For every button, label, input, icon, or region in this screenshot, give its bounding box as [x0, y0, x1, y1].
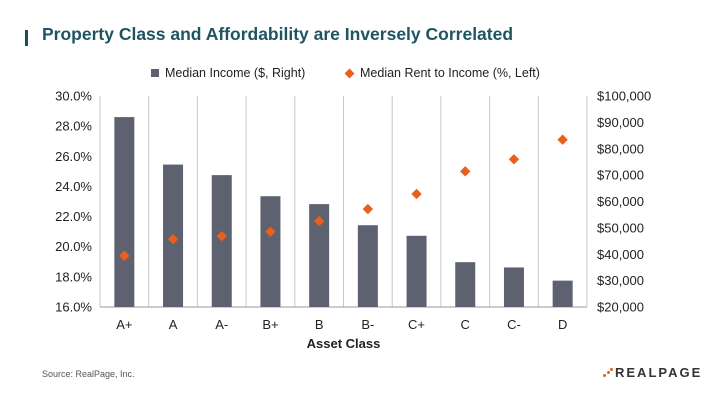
- y-right-tick-label: $40,000: [597, 247, 644, 262]
- legend-item-income: Median Income ($, Right): [151, 66, 305, 80]
- x-tick-label: C+: [408, 317, 425, 332]
- y-left-tick-label: 16.0%: [55, 300, 92, 315]
- y-left-tick-label: 24.0%: [55, 179, 92, 194]
- marker-rent-to-income: [119, 250, 130, 261]
- bar-median-income: [552, 280, 573, 307]
- logo-text: REALPAGE: [615, 365, 703, 380]
- realpage-logo: REALPAGE: [603, 364, 702, 382]
- x-tick-label: A-: [215, 317, 228, 332]
- x-axis-title: Asset Class: [307, 336, 381, 351]
- marker-rent-to-income: [265, 226, 276, 237]
- legend-label-rent-ratio: Median Rent to Income (%, Left): [360, 66, 540, 80]
- y-left-tick-label: 30.0%: [55, 89, 92, 104]
- marker-rent-to-income: [557, 134, 568, 145]
- x-tick-label: A: [169, 317, 178, 332]
- bar-median-income: [260, 196, 281, 307]
- bar-median-income: [357, 225, 378, 307]
- y-right-tick-label: $60,000: [597, 194, 644, 209]
- legend-label-income: Median Income ($, Right): [165, 66, 306, 80]
- marker-rent-to-income: [508, 154, 520, 165]
- y-right-tick-label: $20,000: [597, 300, 644, 315]
- x-tick-label: B-: [361, 317, 374, 332]
- x-tick-label: C: [461, 317, 470, 332]
- y-left-tick-label: 28.0%: [55, 119, 92, 134]
- x-tick-label: A+: [116, 317, 132, 332]
- x-tick-label: C-: [507, 317, 521, 332]
- bar-median-income: [455, 262, 476, 307]
- marker-rent-to-income: [460, 166, 471, 177]
- y-left-tick-label: 18.0%: [55, 269, 92, 284]
- y-right-tick-label: $30,000: [597, 273, 644, 288]
- marker-rent-to-income: [362, 203, 374, 215]
- y-right-tick-label: $80,000: [597, 141, 644, 156]
- y-left-tick-label: 20.0%: [55, 239, 92, 254]
- bar-median-income: [406, 235, 427, 307]
- chart-title: Property Class and Affordability are Inv…: [42, 24, 514, 44]
- y-right-tick-label: $90,000: [597, 115, 644, 130]
- y-right-tick-label: $50,000: [597, 220, 644, 235]
- source-note: Source: RealPage, Inc.: [42, 369, 135, 379]
- title-accent-bar: [25, 30, 28, 46]
- bar-median-income: [503, 267, 524, 307]
- legend-item-rent-ratio: Median Rent to Income (%, Left): [344, 66, 540, 80]
- bar-median-income: [114, 117, 135, 307]
- y-right-tick-label: $100,000: [597, 89, 651, 104]
- marker-rent-to-income: [313, 215, 325, 227]
- bar-swatch-icon: [151, 69, 159, 77]
- logo-dots-icon: [603, 367, 613, 378]
- x-tick-label: D: [558, 317, 567, 332]
- marker-rent-to-income: [411, 188, 422, 200]
- marker-rent-to-income: [216, 230, 227, 242]
- x-tick-label: B: [315, 317, 324, 332]
- bar-median-income: [309, 204, 330, 307]
- marker-rent-to-income: [167, 233, 179, 245]
- x-tick-label: B+: [262, 317, 278, 332]
- y-right-tick-label: $70,000: [597, 168, 644, 183]
- y-left-tick-label: 22.0%: [55, 209, 92, 224]
- y-left-tick-label: 26.0%: [55, 149, 92, 164]
